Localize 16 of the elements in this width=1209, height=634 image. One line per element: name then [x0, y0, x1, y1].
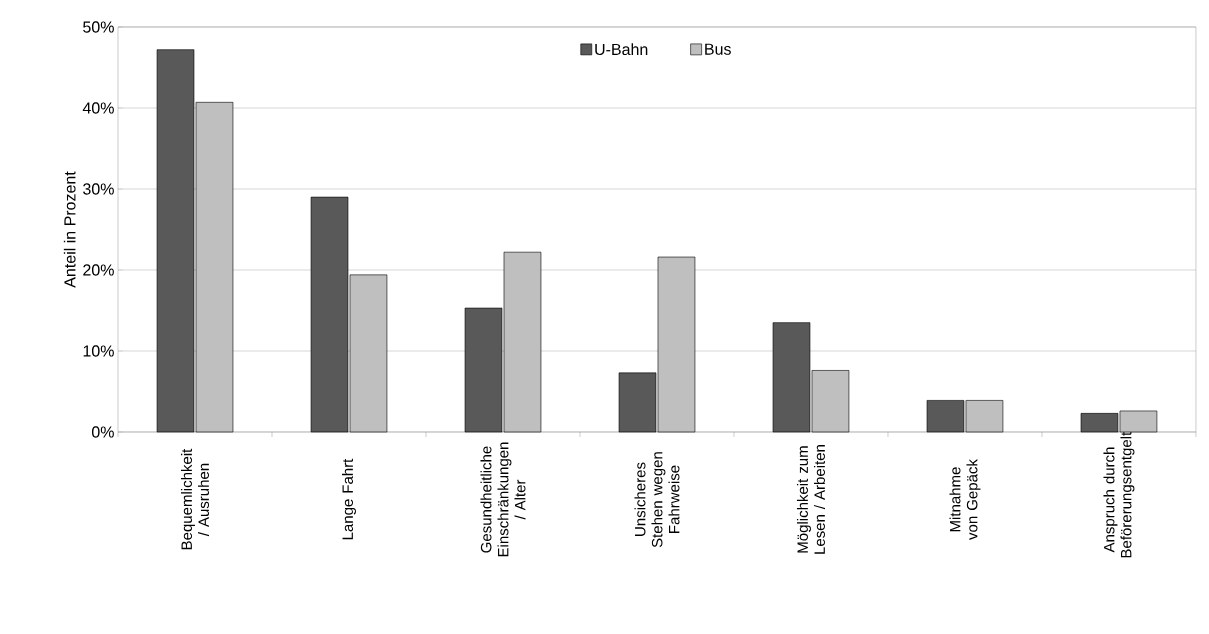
x-tick-label: Mitnahme von Gepäck [949, 459, 981, 540]
x-tick-label: Möglichkeit zum Lesen / Arbeiten [796, 445, 825, 554]
y-tick-label: 10% [83, 345, 114, 357]
y-tick-label: 50% [83, 21, 114, 33]
y-tick-label: 0% [91, 426, 114, 438]
y-tick-label: 40% [82, 102, 114, 114]
x-tick-label: Bequemlichkeit / Ausruhen [180, 448, 209, 550]
y-tick-label: 30% [83, 183, 114, 195]
x-tick-label: Lange Fahrt [342, 458, 356, 540]
y-axis-title: Anteil in Prozent [63, 171, 76, 288]
legend-label: Bus [705, 43, 731, 55]
x-tick-label: Gesundheitliche Einschränkungen / Alter [480, 442, 526, 557]
x-tick-label: Unsicheres Stehen wegen Fahrweise [634, 452, 680, 548]
y-tick-label: 20% [83, 264, 114, 276]
legend-label: U-Bahn [595, 43, 648, 56]
x-tick-label: Anspruch durch Beförerungsentgelt [1103, 431, 1135, 558]
